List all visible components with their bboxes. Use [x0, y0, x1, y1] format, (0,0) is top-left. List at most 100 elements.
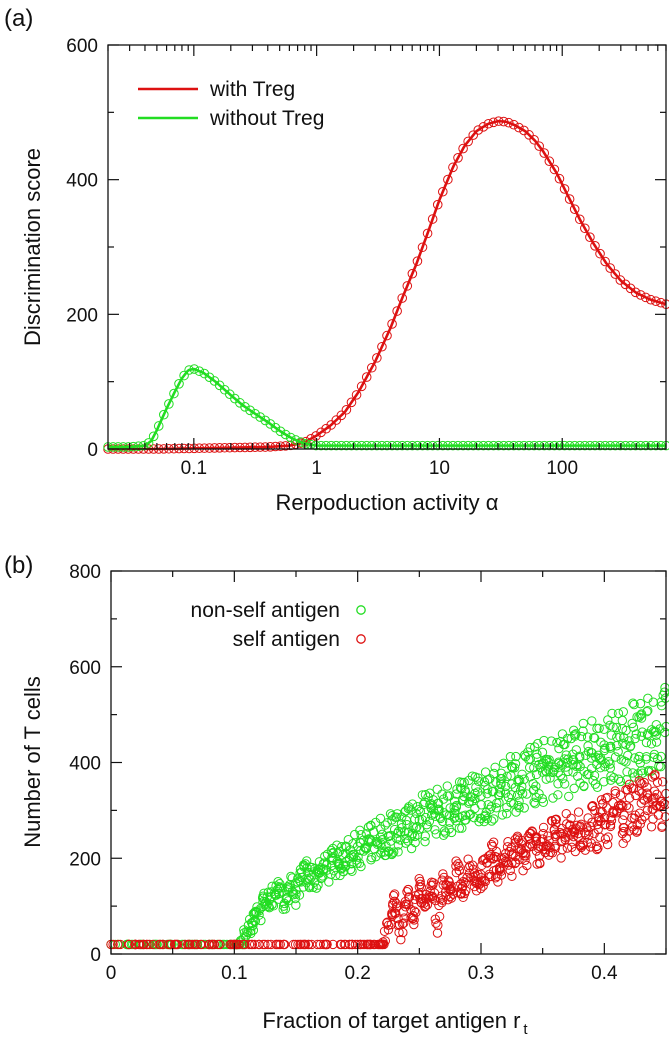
- marker-with-treg: [382, 330, 392, 341]
- point-self-antigen: [408, 913, 418, 923]
- point-non-self-antigen: [627, 718, 637, 729]
- point-self-antigen: [618, 801, 628, 811]
- x-tick-label: 0: [106, 963, 117, 984]
- panel-a-frame: [107, 44, 667, 450]
- marker-with-treg: [478, 122, 489, 132]
- point-non-self-antigen: [450, 812, 460, 822]
- point-self-antigen: [382, 918, 392, 928]
- point-self-antigen: [489, 866, 499, 876]
- panel-b-label: (b): [4, 552, 33, 579]
- point-self-antigen: [616, 799, 626, 810]
- marker-with-treg: [574, 214, 585, 225]
- point-non-self-antigen: [454, 823, 465, 833]
- point-self-antigen: [165, 939, 175, 950]
- point-non-self-antigen: [553, 757, 564, 767]
- panel-b-plot-area: [106, 682, 669, 950]
- y-tick-label: 800: [69, 562, 101, 583]
- point-non-self-antigen: [435, 812, 445, 822]
- point-non-self-antigen: [569, 783, 579, 794]
- point-non-self-antigen: [594, 723, 604, 733]
- x-tick-label: 1: [311, 458, 322, 479]
- point-non-self-antigen: [248, 908, 259, 919]
- point-self-antigen: [593, 843, 603, 854]
- point-self-antigen: [544, 836, 554, 846]
- point-self-antigen: [391, 902, 402, 913]
- point-self-antigen: [520, 855, 530, 866]
- point-non-self-antigen: [420, 790, 431, 800]
- point-self-antigen: [619, 810, 629, 821]
- point-non-self-antigen: [476, 800, 486, 810]
- legend-marker-non-self-antigen: [356, 605, 366, 615]
- point-non-self-antigen: [636, 713, 647, 723]
- point-self-antigen: [477, 876, 487, 886]
- point-non-self-antigen: [514, 796, 524, 807]
- point-self-antigen: [192, 939, 202, 950]
- point-non-self-antigen: [582, 769, 592, 780]
- point-non-self-antigen: [539, 735, 549, 746]
- point-non-self-antigen: [336, 863, 346, 874]
- point-non-self-antigen: [514, 775, 525, 786]
- point-non-self-antigen: [605, 741, 616, 751]
- marker-with-treg: [427, 214, 438, 224]
- point-self-antigen: [396, 934, 406, 945]
- point-non-self-antigen: [304, 882, 315, 893]
- point-non-self-antigen: [460, 787, 471, 797]
- x-tick-label: 0.1: [181, 458, 207, 479]
- point-non-self-antigen: [268, 901, 279, 911]
- point-non-self-antigen: [514, 774, 524, 785]
- point-non-self-antigen: [384, 846, 394, 857]
- marker-with-treg: [336, 410, 347, 421]
- point-non-self-antigen: [606, 775, 616, 785]
- point-self-antigen: [451, 856, 461, 866]
- point-non-self-antigen: [533, 738, 543, 749]
- point-non-self-antigen: [641, 737, 652, 748]
- point-non-self-antigen: [366, 821, 376, 831]
- point-self-antigen: [391, 908, 401, 919]
- point-non-self-antigen: [635, 698, 646, 709]
- point-non-self-antigen: [486, 816, 497, 826]
- point-self-antigen: [659, 798, 669, 809]
- point-self-antigen: [204, 939, 214, 950]
- marker-with-treg: [529, 134, 539, 145]
- point-self-antigen: [108, 939, 118, 950]
- point-self-antigen: [514, 835, 524, 845]
- point-non-self-antigen: [500, 781, 511, 792]
- marker-with-treg: [468, 130, 479, 140]
- point-self-antigen: [596, 795, 607, 805]
- point-self-antigen: [404, 892, 415, 902]
- point-self-antigen: [240, 939, 250, 950]
- panel-a-xlabel: Rerpoduction activity α: [275, 490, 498, 515]
- point-non-self-antigen: [646, 725, 657, 735]
- point-non-self-antigen: [291, 900, 301, 910]
- point-non-self-antigen: [618, 707, 629, 717]
- marker-with-treg: [569, 204, 580, 214]
- point-self-antigen: [446, 881, 456, 891]
- point-non-self-antigen: [420, 797, 430, 807]
- point-self-antigen: [148, 939, 158, 950]
- point-non-self-antigen: [519, 774, 529, 784]
- point-non-self-antigen: [587, 716, 597, 726]
- point-self-antigen: [458, 892, 468, 903]
- point-non-self-antigen: [451, 802, 462, 812]
- marker-with-treg: [595, 248, 605, 259]
- point-non-self-antigen: [559, 779, 570, 789]
- point-non-self-antigen: [505, 752, 516, 762]
- point-self-antigen: [525, 839, 536, 849]
- point-self-antigen: [378, 937, 388, 947]
- point-self-antigen: [434, 900, 444, 911]
- point-non-self-antigen: [489, 814, 499, 824]
- point-self-antigen: [631, 827, 642, 837]
- point-non-self-antigen: [446, 827, 457, 838]
- marker-without-treg: [199, 368, 210, 379]
- marker-with-treg: [580, 223, 590, 234]
- point-non-self-antigen: [490, 762, 500, 772]
- marker-with-treg: [402, 281, 413, 291]
- marker-with-treg: [412, 256, 423, 266]
- point-non-self-antigen: [316, 873, 326, 884]
- point-self-antigen: [561, 808, 571, 819]
- point-non-self-antigen: [367, 836, 377, 846]
- point-non-self-antigen: [606, 730, 616, 740]
- point-self-antigen: [456, 879, 466, 889]
- point-non-self-antigen: [634, 751, 645, 762]
- marker-with-treg: [326, 420, 337, 430]
